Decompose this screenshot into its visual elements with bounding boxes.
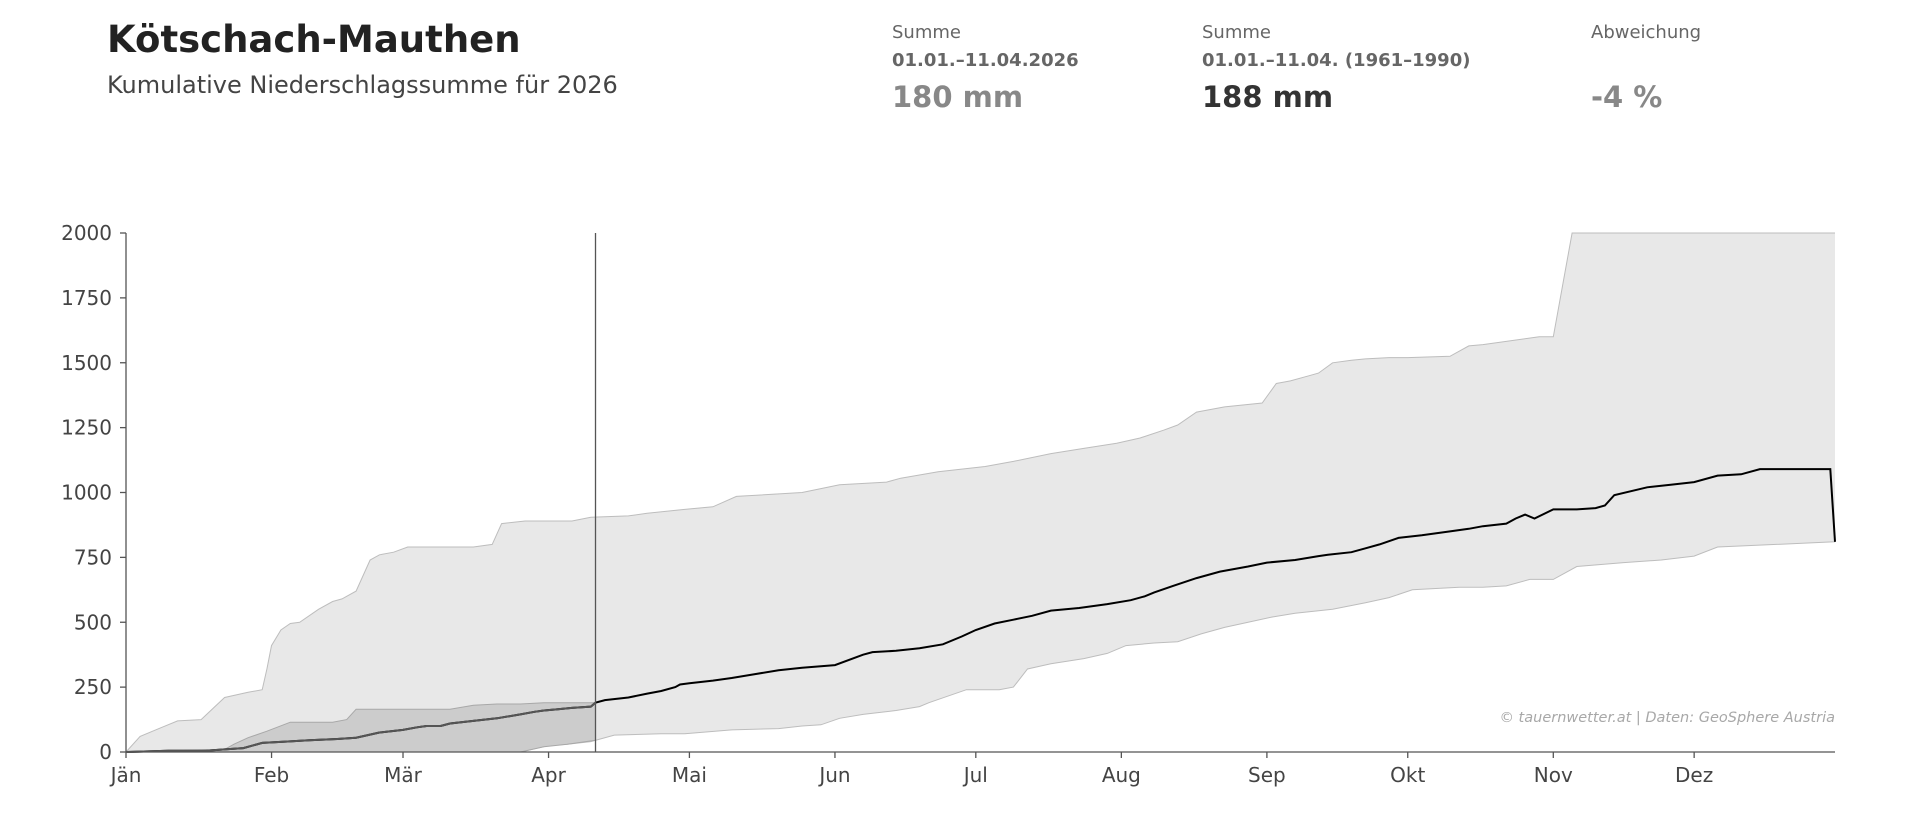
credit-text: © tauernwetter.at | Daten: GeoSphere Aus… xyxy=(1499,710,1835,726)
stat-label: Abweichung xyxy=(1591,22,1702,43)
x-tick-label: Sep xyxy=(1248,763,1286,787)
stat-period: 01.01.–11.04. (1961–1990) xyxy=(1202,50,1471,71)
x-tick-label: Jun xyxy=(817,763,850,787)
current-year-line xyxy=(125,701,597,753)
x-tick-label: Okt xyxy=(1390,763,1425,787)
stat-label: Summe xyxy=(892,22,961,43)
page-title: Kötschach-Mauthen xyxy=(107,18,521,61)
stat-normal-sum: Summe 01.01.–11.04. (1961–1990) 188 mm xyxy=(1202,22,1470,114)
historic-range-band-upper-edge xyxy=(125,232,1835,753)
historic-range-band xyxy=(126,233,1835,752)
stat-value: 188 mm xyxy=(1202,80,1334,114)
stat-period: 01.01.–11.04.2026 xyxy=(892,50,1079,71)
y-tick-label: 750 xyxy=(74,545,112,569)
x-tick-label: Dez xyxy=(1675,763,1713,787)
y-tick-label: 2000 xyxy=(61,221,112,245)
x-tick-label: Nov xyxy=(1534,763,1573,787)
historic-range-band-lower-edge xyxy=(126,541,1836,753)
y-tick-label: 1500 xyxy=(61,351,112,375)
ytd-range-band xyxy=(126,702,596,752)
x-tick-label: Feb xyxy=(254,763,289,787)
stat-deviation: Abweichung -4 % xyxy=(1591,22,1701,114)
y-tick-label: 1250 xyxy=(61,416,112,440)
ytd-range-band-upper-edge xyxy=(125,702,596,753)
page-subtitle: Kumulative Niederschlagssumme für 2026 xyxy=(107,71,618,99)
stat-value: -4 % xyxy=(1591,80,1663,114)
x-tick-label: Aug xyxy=(1102,763,1141,787)
x-tick-label: Jul xyxy=(962,763,988,787)
y-tick-label: 250 xyxy=(74,675,112,699)
stat-current-sum: Summe 01.01.–11.04.2026 180 mm xyxy=(892,22,1079,114)
stat-value: 180 mm xyxy=(892,80,1024,114)
y-tick-label: 0 xyxy=(99,740,112,764)
x-tick-label: Mär xyxy=(384,763,423,787)
stat-label: Summe xyxy=(1202,22,1271,43)
y-tick-label: 500 xyxy=(74,610,112,634)
x-tick-label: Apr xyxy=(531,763,566,787)
x-tick-label: Mai xyxy=(672,763,707,787)
y-tick-label: 1750 xyxy=(61,286,112,310)
y-tick-label: 1000 xyxy=(61,481,112,505)
x-tick-label: Jän xyxy=(109,763,142,787)
